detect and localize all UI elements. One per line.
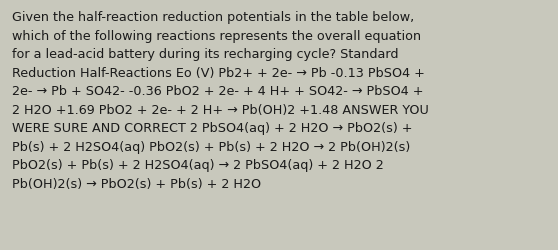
Text: Given the half-reaction reduction potentials in the table below,
which of the fo: Given the half-reaction reduction potent… <box>12 11 429 190</box>
